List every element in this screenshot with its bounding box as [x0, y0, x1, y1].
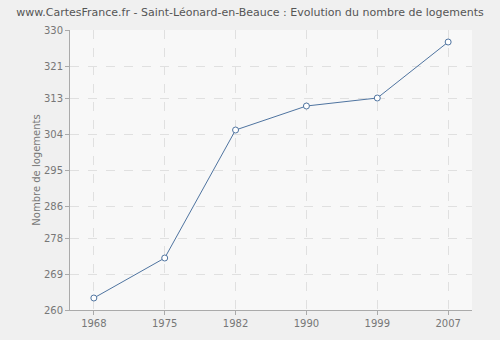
svg-text:1968: 1968	[81, 318, 106, 329]
svg-text:1975: 1975	[152, 318, 177, 329]
svg-text:1999: 1999	[365, 318, 390, 329]
svg-text:260: 260	[44, 305, 63, 316]
svg-text:1982: 1982	[223, 318, 248, 329]
svg-text:313: 313	[44, 93, 63, 104]
svg-text:1990: 1990	[294, 318, 319, 329]
svg-text:2007: 2007	[435, 318, 460, 329]
svg-text:304: 304	[44, 129, 63, 140]
svg-text:Nombre de logements: Nombre de logements	[31, 114, 42, 225]
svg-text:321: 321	[44, 61, 63, 72]
svg-text:www.CartesFrance.fr - Saint-Lé: www.CartesFrance.fr - Saint-Léonard-en-B…	[16, 6, 484, 19]
svg-text:278: 278	[44, 233, 63, 244]
svg-text:330: 330	[44, 25, 63, 36]
svg-text:286: 286	[44, 201, 63, 212]
svg-text:295: 295	[44, 165, 63, 176]
svg-text:269: 269	[44, 269, 63, 280]
